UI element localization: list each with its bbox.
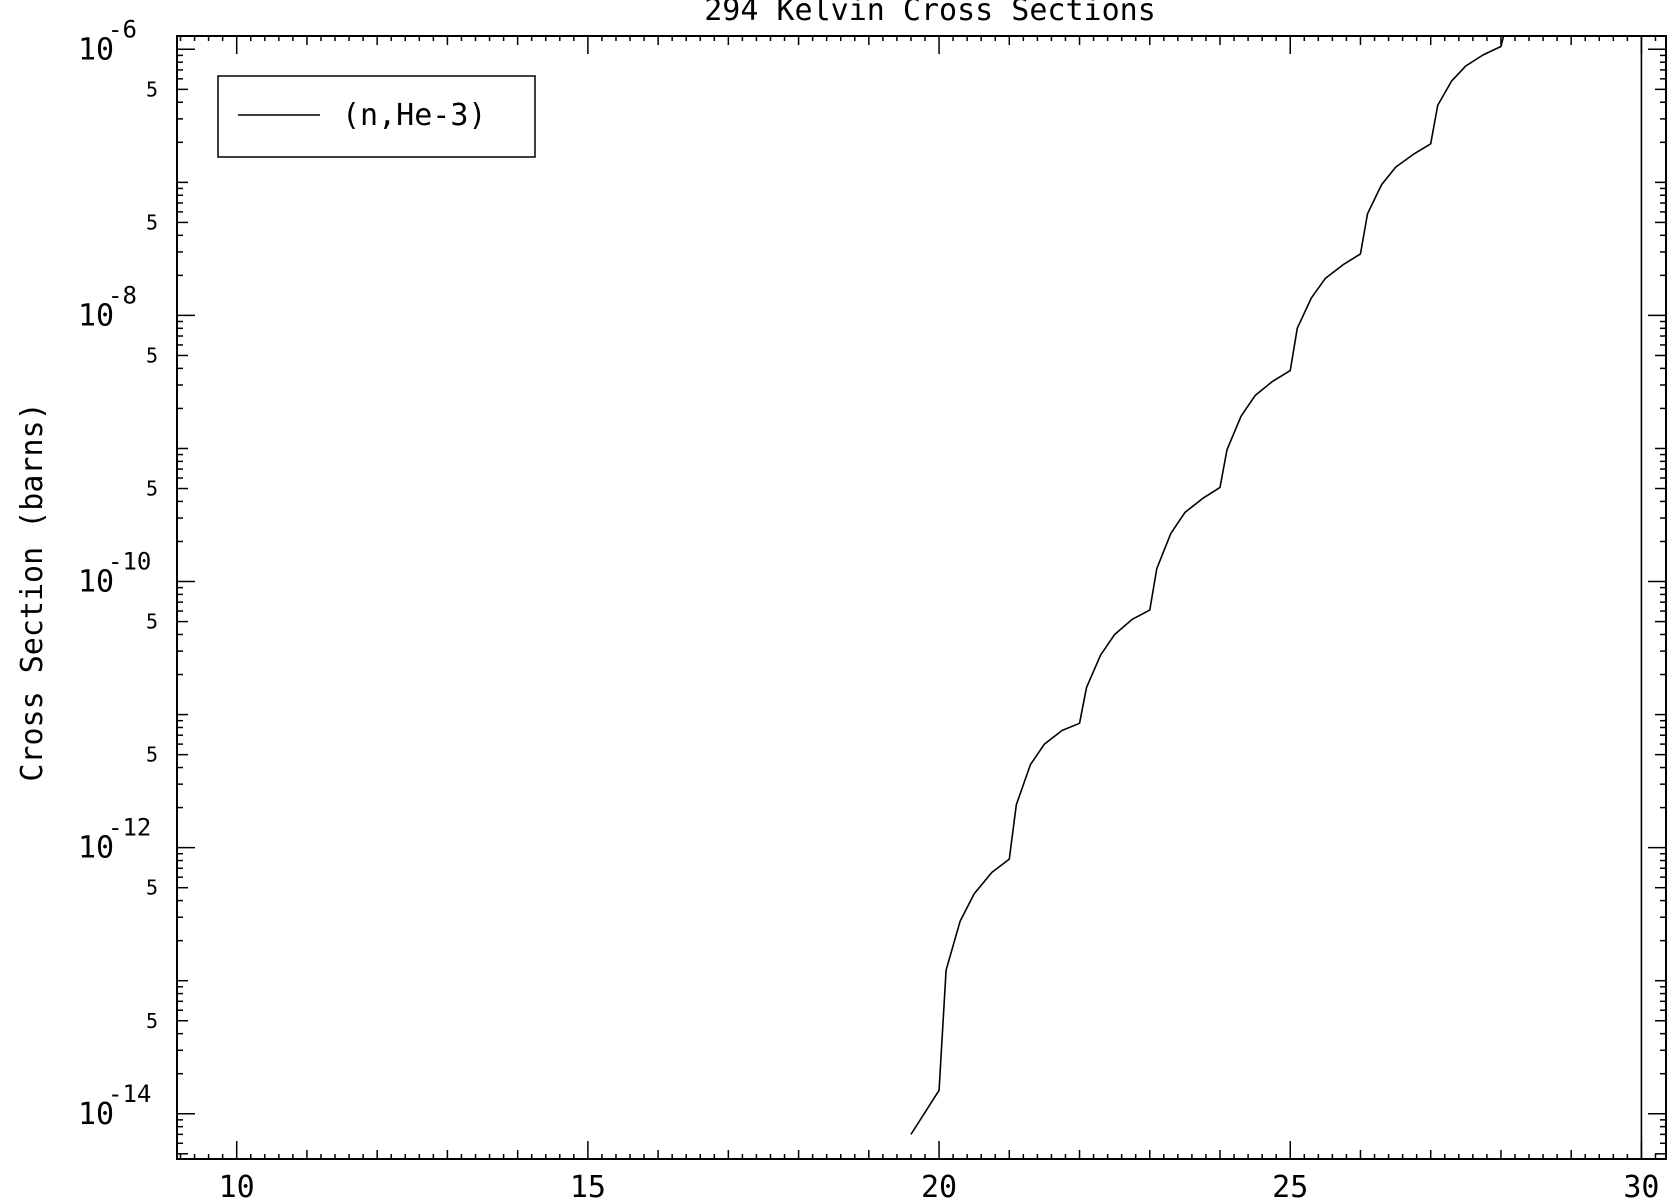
y-axis-title: Cross Section (barns) <box>15 402 50 781</box>
x-tick-label: 15 <box>570 1170 606 1202</box>
x-tick-label: 30 <box>1623 1170 1659 1202</box>
svg-text:10: 10 <box>78 298 114 333</box>
legend-entry-label: (n,He-3) <box>342 98 487 133</box>
chart-title: 294 Kelvin Cross Sections <box>704 0 1156 28</box>
legend-box <box>217 75 536 158</box>
svg-text:10: 10 <box>78 565 114 600</box>
svg-text:10: 10 <box>78 831 114 866</box>
y-minor-tick-label: 5 <box>146 77 158 101</box>
plot-frame <box>176 35 1667 1160</box>
y-minor-tick-label: 5 <box>146 610 158 634</box>
x-tick-label: 10 <box>219 1170 255 1202</box>
y-major-tick-label: 10-10 <box>78 548 151 600</box>
y-major-tick-label: 10-14 <box>78 1080 151 1132</box>
svg-text:10: 10 <box>78 1097 114 1132</box>
svg-text:-8: -8 <box>108 281 137 309</box>
y-minor-tick-label: 5 <box>146 477 158 501</box>
y-major-tick-label: 10-8 <box>78 281 137 333</box>
svg-text:10: 10 <box>78 32 114 67</box>
svg-text:-6: -6 <box>108 15 137 43</box>
legend: (n,He-3) <box>217 75 536 158</box>
y-minor-tick-label: 5 <box>146 1009 158 1033</box>
y-minor-tick-label: 5 <box>146 343 158 367</box>
axis-ticks <box>177 36 1666 1159</box>
svg-text:-14: -14 <box>108 1080 151 1108</box>
svg-text:-10: -10 <box>108 548 151 576</box>
y-minor-tick-label: 5 <box>146 876 158 900</box>
series-line-n-he3 <box>910 36 1643 1159</box>
svg-text:-12: -12 <box>108 814 151 842</box>
x-tick-label: 20 <box>921 1170 957 1202</box>
y-minor-tick-label: 5 <box>146 743 158 767</box>
axis-tick-labels: 10 15 20 25 3010-610-810-1010-1210-145555555… <box>78 15 1659 1202</box>
x-tick-label: 25 <box>1272 1170 1308 1202</box>
y-minor-tick-label: 5 <box>146 210 158 234</box>
y-major-tick-label: 10-12 <box>78 814 151 866</box>
y-major-tick-label: 10-6 <box>78 15 137 67</box>
series-lines <box>910 36 1643 1159</box>
